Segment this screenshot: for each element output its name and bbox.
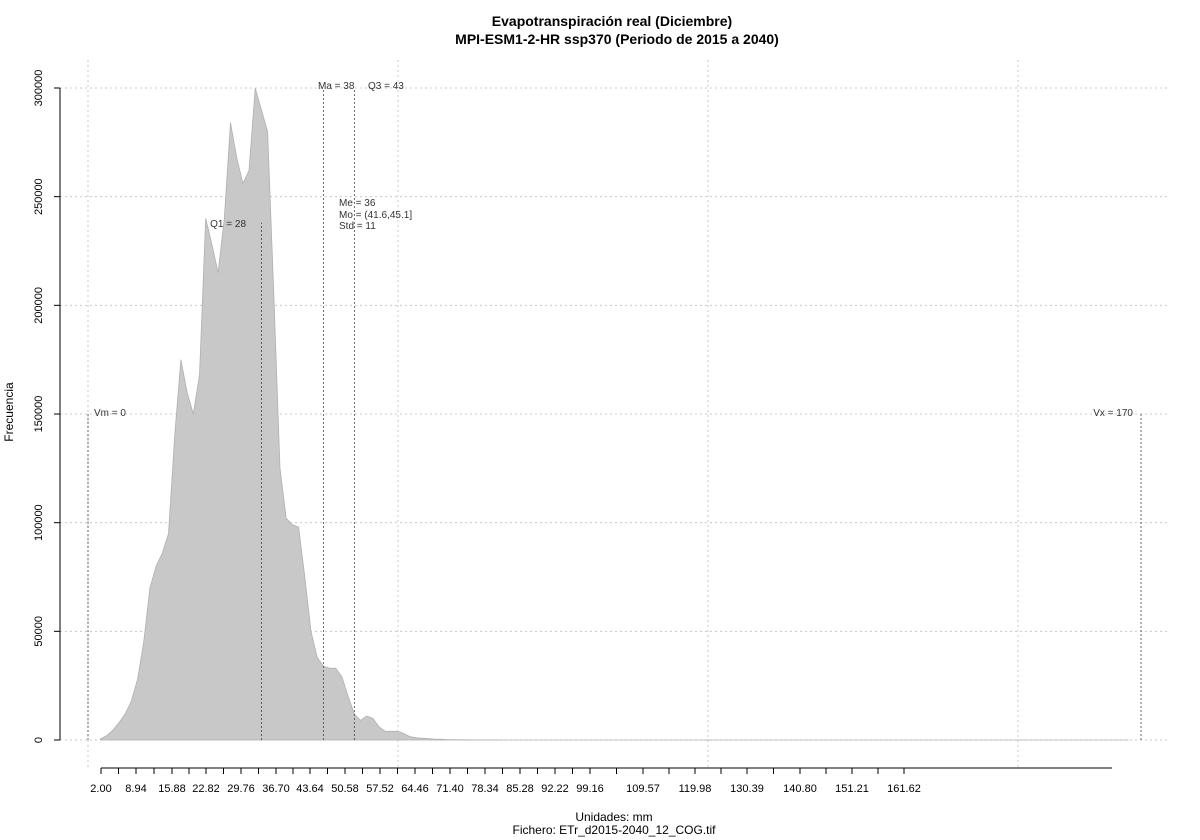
y-axis: 0 50000 100000 150000 200000 250000 300000 [33, 70, 61, 743]
chart-subtitle: MPI-ESM1-2-HR ssp370 (Periodo de 2015 a … [455, 31, 779, 47]
x-tick-label: 140.80 [783, 783, 817, 795]
x-tick-label: 119.98 [679, 783, 712, 795]
chart-title: Evapotranspiración real (Diciembre) [492, 13, 732, 29]
y-axis-label: Frecuencia [2, 382, 16, 442]
x-tick-label: 92.22 [541, 783, 569, 795]
x-tick-label: 2.00 [90, 783, 111, 795]
ma-label: Ma = 38 [318, 81, 355, 92]
mo-label: Mo = (41.6,45.1] [339, 210, 412, 221]
x-tick-label: 22.82 [192, 783, 220, 795]
y-tick-label: 50000 [33, 616, 45, 647]
frequency-area-path [99, 87, 1129, 741]
y-tick-label: 0 [33, 737, 45, 743]
y-tick-label: 250000 [33, 178, 45, 215]
q1-label: Q1 = 28 [210, 219, 246, 230]
x-tick-label: 99.16 [576, 783, 604, 795]
x-tick-label: 109.57 [626, 783, 660, 795]
x-tick-label: 15.88 [158, 783, 186, 795]
x-tick-label: 71.40 [436, 783, 464, 795]
y-tick-label: 200000 [33, 287, 45, 324]
vx-label: Vx = 170 [1093, 408, 1133, 419]
x-tick-label: 36.70 [262, 783, 290, 795]
me-label: Me = 36 [339, 198, 376, 209]
y-tick-label: 150000 [33, 396, 45, 433]
x-tick-label: 57.52 [366, 783, 394, 795]
x-axis-label: Unidades: mm [575, 810, 652, 824]
q3-label: Q3 = 43 [368, 81, 404, 92]
x-tick-label: 64.46 [401, 783, 429, 795]
x-tick-label: 161.62 [887, 783, 921, 795]
x-tick-label: 50.58 [331, 783, 359, 795]
x-tick-label: 85.28 [506, 783, 534, 795]
y-tick-label: 300000 [33, 70, 45, 107]
x-tick-label: 78.34 [471, 783, 499, 795]
vm-label: Vm = 0 [94, 408, 126, 419]
std-label: Std = 11 [339, 221, 376, 232]
x-axis: 2.00 8.94 15.88 22.82 29.76 36.70 43.64 50.58 57… [90, 767, 1112, 795]
x-tick-label: 8.94 [125, 783, 146, 795]
x-tick-label: 43.64 [296, 783, 324, 795]
file-label: Fichero: ETr_d2015-2040_12_COG.tif [513, 823, 717, 837]
x-tick-label: 151.21 [835, 783, 869, 795]
frequency-area [99, 87, 1129, 741]
y-tick-label: 100000 [33, 504, 45, 541]
x-tick-label: 130.39 [730, 783, 764, 795]
x-tick-label: 29.76 [227, 783, 255, 795]
